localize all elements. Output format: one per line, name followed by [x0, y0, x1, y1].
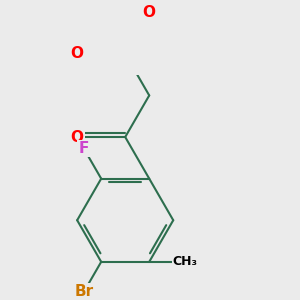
- Text: F: F: [79, 141, 89, 156]
- Text: CH₃: CH₃: [173, 255, 198, 268]
- Text: O: O: [71, 46, 84, 61]
- Text: O: O: [143, 5, 156, 20]
- Text: O: O: [71, 130, 84, 145]
- Text: Br: Br: [74, 284, 94, 299]
